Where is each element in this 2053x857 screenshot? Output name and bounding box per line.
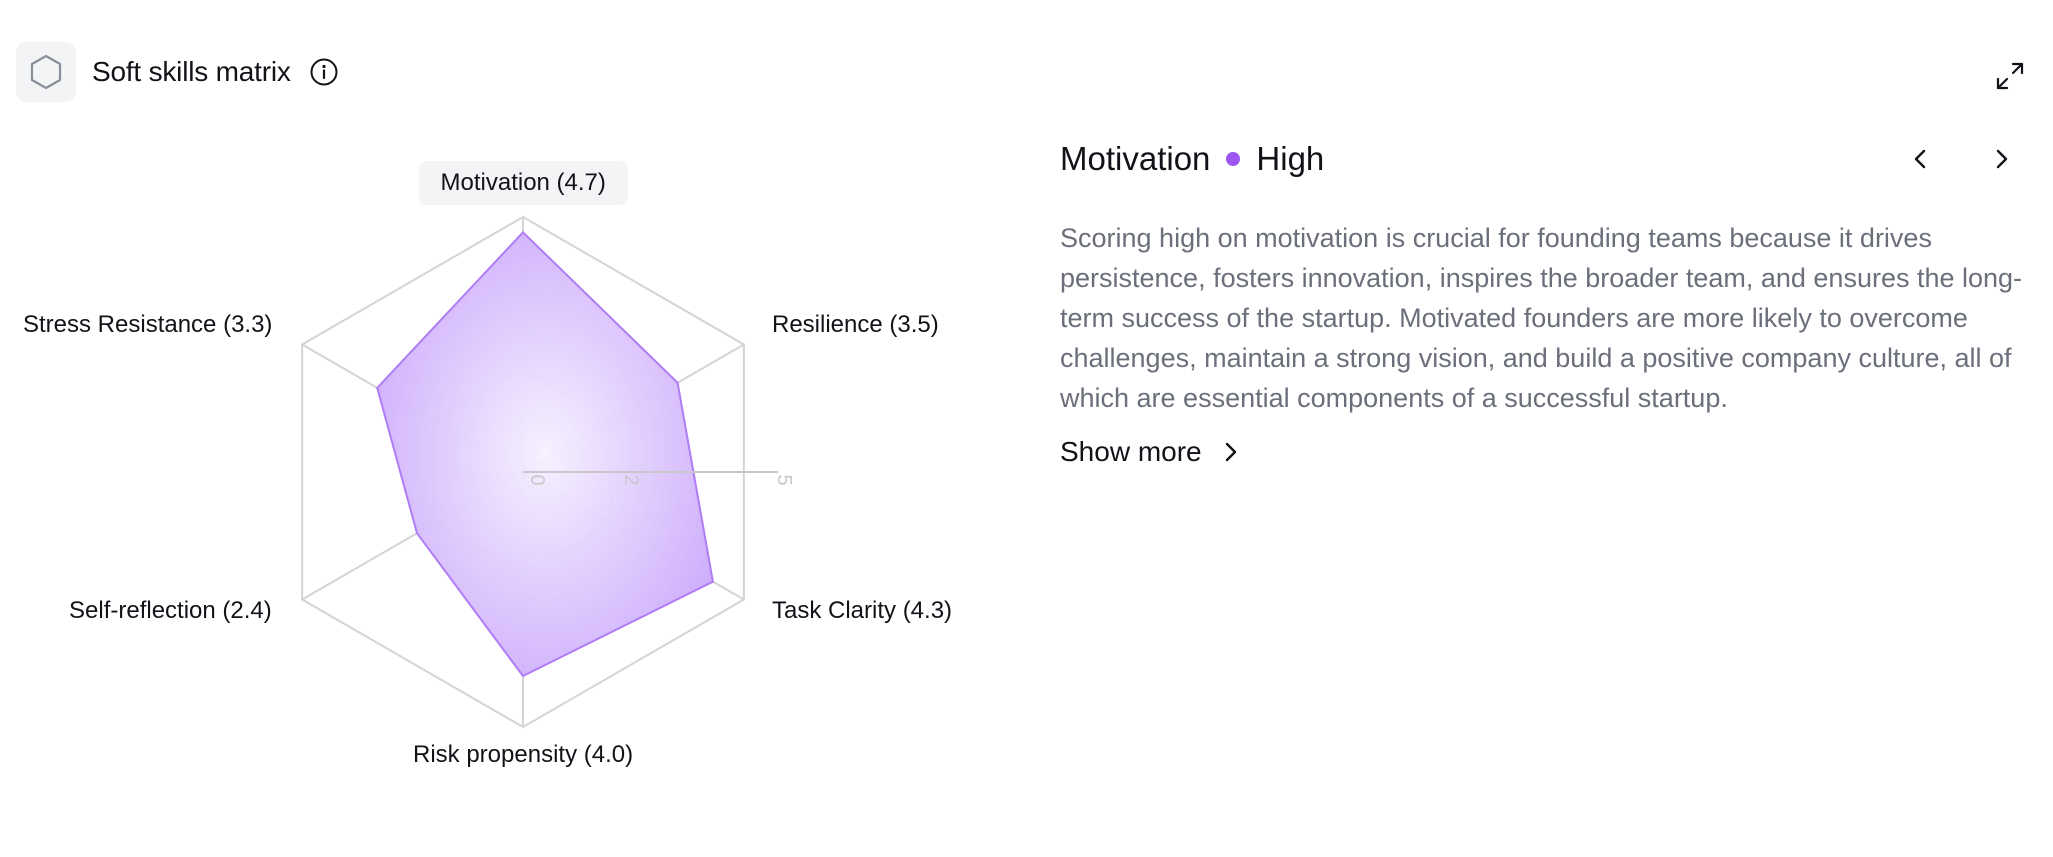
level-dot [1226,152,1241,166]
expand-icon[interactable] [1990,56,2030,96]
chevron-left-icon [1914,149,1926,169]
previous-skill-button[interactable] [1900,138,1942,180]
widget-title: Soft skills matrix [92,56,291,87]
radar-data-area[interactable] [376,230,715,678]
radar-axis-label[interactable]: Resilience (3.5) [772,311,939,338]
radar-axis-label[interactable]: Stress Resistance (3.3) [23,311,273,338]
skill-details-panel: Motivation High Scoring high on motivati… [1060,138,2050,468]
radar-chart-svg: 0 2 5 [301,215,795,729]
radar-tick-label: 2 [620,474,642,485]
radar-tick-label: 0 [526,474,548,485]
radar-tick-label: 5 [773,474,795,485]
chevron-right-icon [1220,439,1242,465]
next-skill-button[interactable] [1980,138,2022,180]
info-icon[interactable] [309,57,339,87]
skill-description: Scoring high on motivation is crucial fo… [1060,223,2023,413]
widget-header: Soft skills matrix [16,42,339,102]
skill-level: High [1256,140,1325,177]
hexagon-icon-box [16,42,76,102]
radar-axis-label[interactable]: Self-reflection (2.4) [69,597,272,624]
chevron-right-icon [1996,149,2008,169]
radar-axis-label[interactable]: Risk propensity (4.0) [413,741,634,768]
hexagon-icon [30,54,62,90]
show-more-label: Show more [1060,436,1202,467]
skill-name: Motivation [1060,140,1211,177]
skill-details-header: Motivation High [1060,138,2050,180]
radar-chart: 0 2 5 Motivation (4.7) Resilience (3.5) Task… [0,140,1000,800]
radar-axis-label[interactable]: Task Clarity (4.3) [772,597,953,624]
show-more-button[interactable]: Show more [1060,436,1242,468]
radar-axis-label[interactable]: Motivation (4.7) [418,161,628,205]
